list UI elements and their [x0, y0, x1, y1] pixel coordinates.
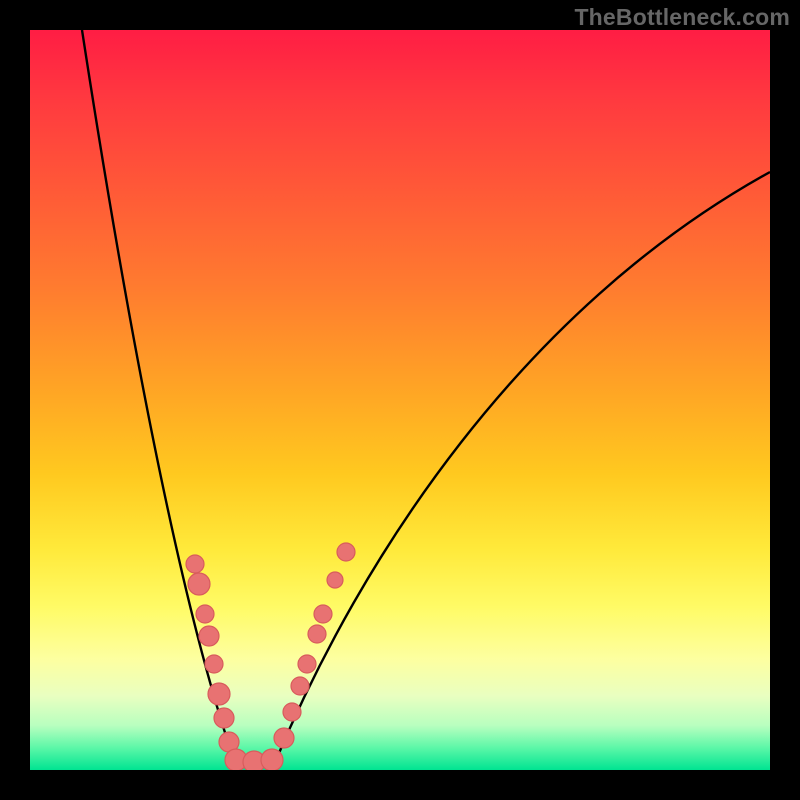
chart-canvas: TheBottleneck.com	[0, 0, 800, 800]
data-marker	[214, 708, 234, 728]
data-marker	[208, 683, 230, 705]
data-marker	[196, 605, 214, 623]
data-marker	[314, 605, 332, 623]
data-marker	[337, 543, 355, 561]
data-marker	[298, 655, 316, 673]
data-marker	[199, 626, 219, 646]
bottleneck-chart	[0, 0, 800, 800]
data-marker	[274, 728, 294, 748]
data-marker	[205, 655, 223, 673]
data-marker	[188, 573, 210, 595]
data-marker	[291, 677, 309, 695]
data-marker	[283, 703, 301, 721]
data-marker	[327, 572, 343, 588]
data-marker	[186, 555, 204, 573]
data-marker	[308, 625, 326, 643]
data-marker	[261, 749, 283, 771]
gradient-background	[30, 30, 770, 770]
watermark-text: TheBottleneck.com	[574, 4, 790, 31]
